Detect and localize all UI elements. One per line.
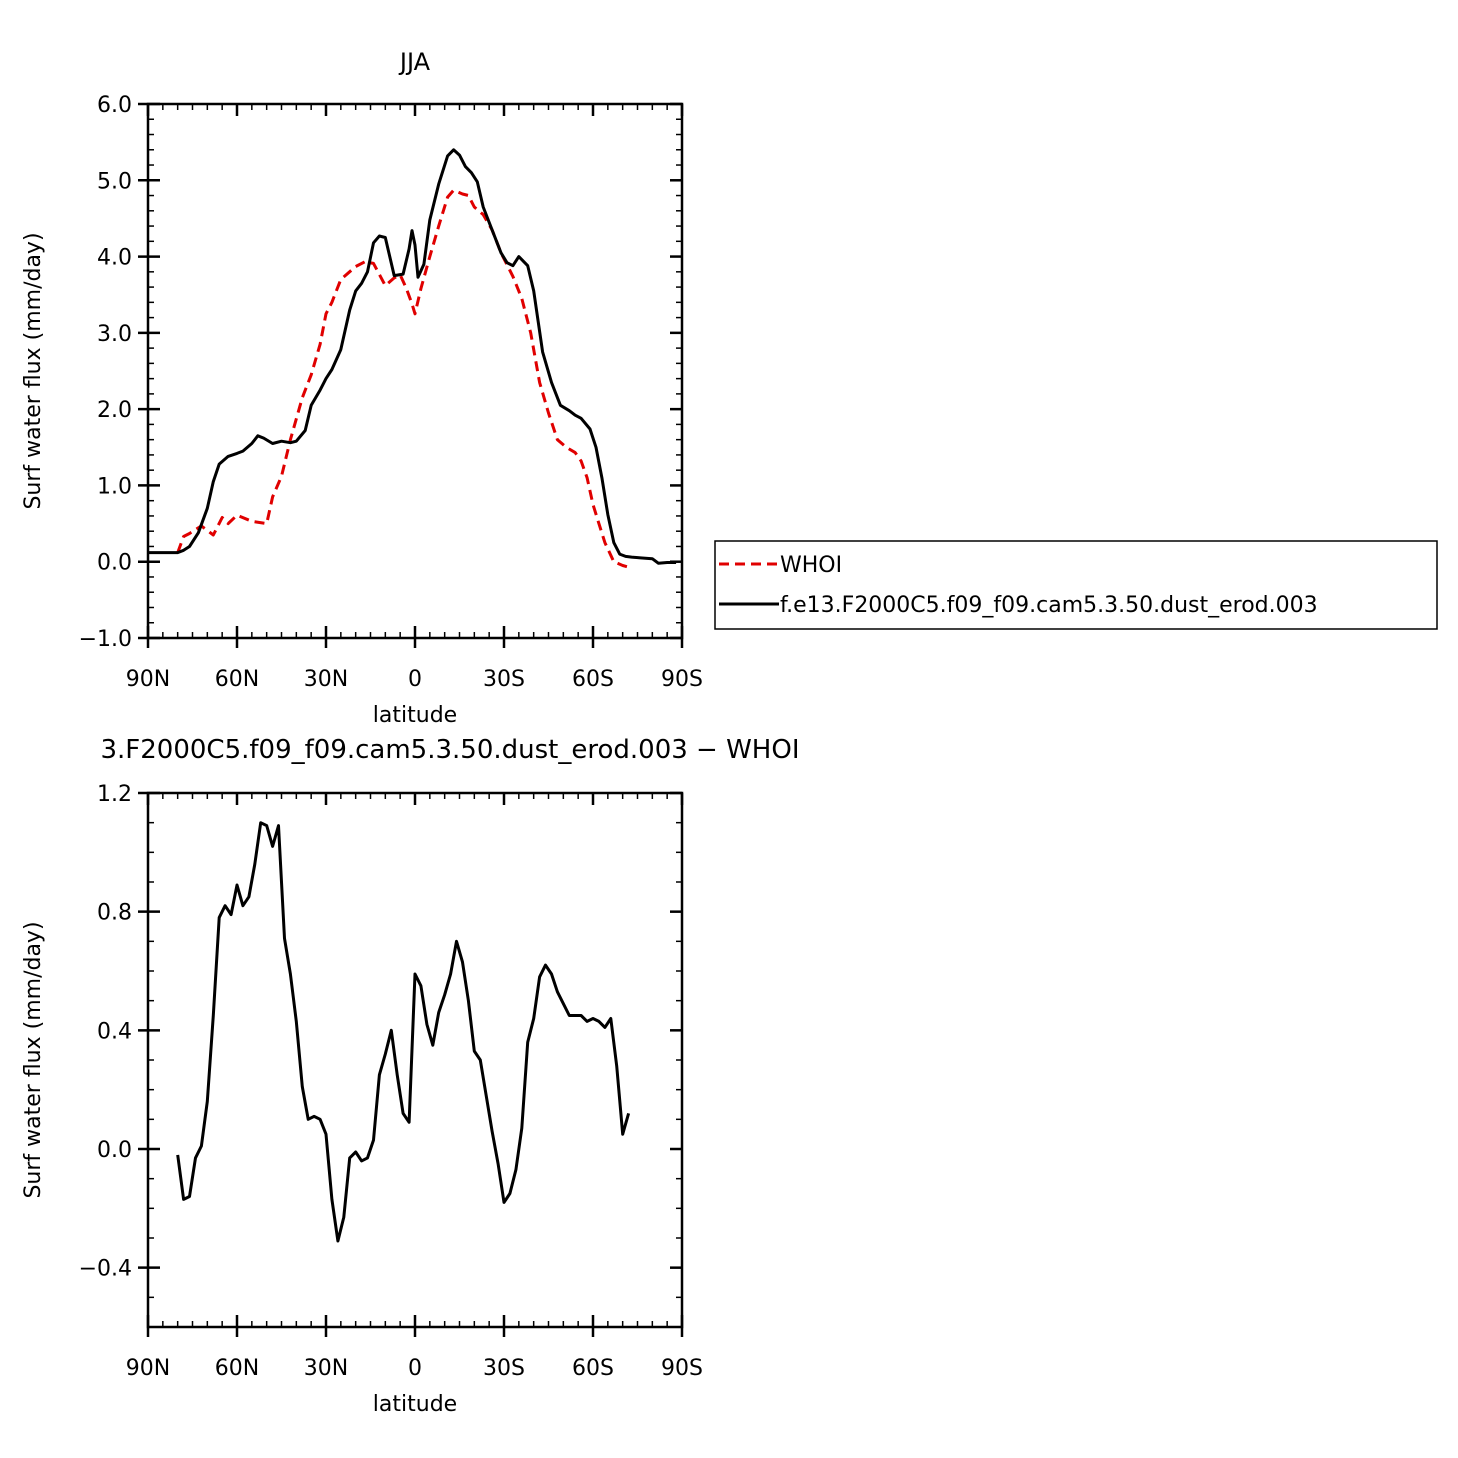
- legend: WHOI f.e13.F2000C5.f09_f09.cam5.3.50.dus…: [714, 540, 1438, 630]
- top-x-tick-label: 0: [408, 667, 422, 692]
- top-series-line-0: [176, 188, 629, 569]
- top-x-tick-label: 60S: [572, 667, 614, 692]
- bottom-series-line-0: [176, 821, 631, 1243]
- bottom-plot-frame: [146, 791, 684, 1329]
- bottom-series-layer: [176, 821, 631, 1243]
- top-chart-title: JJA: [398, 48, 431, 76]
- bottom-y-tick-label: 0.0: [97, 1138, 132, 1163]
- bottom-x-tick-label: 90S: [661, 1356, 703, 1381]
- bottom-x-tick-label: 30S: [483, 1356, 525, 1381]
- bottom-ticks-layer: 90N 60N 30N 0 30S 60S 90S −0.4 0.0 0.4 0.8 1.2: [79, 782, 703, 1381]
- top-x-axis-label: latitude: [373, 703, 457, 728]
- top-panel: JJA Surf water flux (mm/day) 90N 60N 30N 0 3…: [21, 48, 703, 728]
- top-y-tick-label: 1.0: [97, 474, 132, 499]
- top-series-layer: [148, 148, 677, 569]
- top-y-tick-label: 2.0: [97, 398, 132, 423]
- top-y-tick-label: 5.0: [97, 169, 132, 194]
- bottom-x-axis-label: latitude: [373, 1392, 457, 1417]
- top-y-tick-label: 6.0: [97, 93, 132, 118]
- bottom-x-tick-label: 30N: [304, 1356, 348, 1381]
- bottom-chart-title: 3.F2000C5.f09_f09.cam5.3.50.dust_erod.00…: [101, 735, 800, 765]
- legend-label-whoi: WHOI: [780, 553, 842, 578]
- bottom-panel: 3.F2000C5.f09_f09.cam5.3.50.dust_erod.00…: [21, 735, 800, 1417]
- bottom-x-tick-label: 90N: [126, 1356, 170, 1381]
- bottom-y-tick-label: −0.4: [79, 1257, 132, 1282]
- bottom-y-tick-label: 1.2: [97, 782, 132, 807]
- top-y-tick-label: 3.0: [97, 322, 132, 347]
- top-y-tick-label: 0.0: [97, 551, 132, 576]
- top-series-line-1: [148, 148, 677, 565]
- top-y-tick-label: 4.0: [97, 246, 132, 271]
- top-x-tick-label: 60N: [215, 667, 259, 692]
- bottom-y-axis-label: Surf water flux (mm/day): [21, 921, 46, 1198]
- top-y-tick-label: −1.0: [79, 627, 132, 652]
- top-x-tick-label: 90S: [661, 667, 703, 692]
- top-x-tick-label: 90N: [126, 667, 170, 692]
- top-x-tick-label: 30S: [483, 667, 525, 692]
- legend-label-model: f.e13.F2000C5.f09_f09.cam5.3.50.dust_ero…: [780, 593, 1318, 618]
- top-y-axis-label: Surf water flux (mm/day): [21, 232, 46, 509]
- bottom-y-tick-label: 0.4: [97, 1019, 132, 1044]
- top-plot-frame: [146, 102, 684, 640]
- top-x-tick-label: 30N: [304, 667, 348, 692]
- bottom-x-tick-label: 0: [408, 1356, 422, 1381]
- bottom-x-tick-label: 60N: [215, 1356, 259, 1381]
- bottom-x-tick-label: 60S: [572, 1356, 614, 1381]
- bottom-y-tick-label: 0.8: [97, 901, 132, 926]
- top-ticks-layer: 90N 60N 30N 0 30S 60S 90S −1.0 0.0 1.0 2.0 3.0 4.0 5.…: [79, 93, 703, 692]
- legend-box: [714, 540, 1438, 630]
